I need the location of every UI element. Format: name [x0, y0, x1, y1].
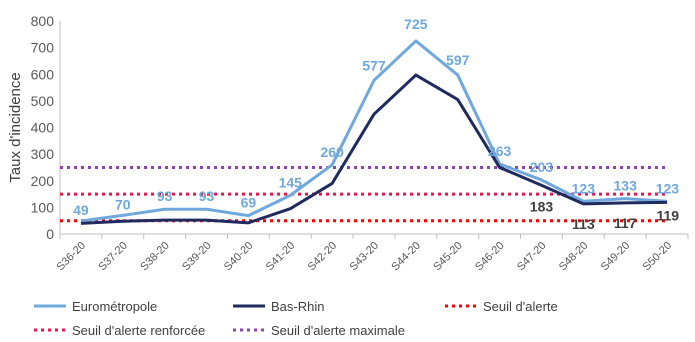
- legend-label: Bas-Rhin: [271, 299, 324, 314]
- y-tick-label: 800: [31, 13, 55, 29]
- eurometropole-data-label: 70: [115, 196, 131, 212]
- x-tick-label: S42-20: [306, 240, 340, 274]
- eurometropole-data-label: 133: [614, 178, 638, 194]
- x-tick-label: S46-20: [473, 240, 507, 274]
- y-tick-labels: 0 100 200 300 400 500 600 700 800: [31, 13, 55, 242]
- x-tick-label: S43-20: [348, 240, 382, 274]
- legend-label: Seuil d'alerte: [483, 299, 558, 314]
- bas-rhin-data-label: 117: [614, 215, 637, 231]
- x-tick-label: S45-20: [431, 240, 465, 274]
- eurometropole-data-label: 597: [446, 52, 470, 68]
- x-tick-label: S36-20: [54, 240, 88, 274]
- eurometropole-data-label: 263: [488, 143, 512, 159]
- eurometropole-data-label: 260: [320, 144, 344, 160]
- y-tick-label: 600: [31, 66, 55, 82]
- y-tick-label: 400: [31, 120, 55, 136]
- eurometropole-data-label: 49: [73, 202, 89, 218]
- legend-label: Eurométropole: [72, 299, 157, 314]
- legend: Eurométropole Bas-Rhin Seuil d'alerte Seuil…: [34, 299, 558, 338]
- data-labels: 49 70 93 93 69 145 260 577 725 597 263 203 123 133 123…: [73, 16, 679, 232]
- eurometropole-line: [80, 39, 668, 223]
- eurometropole-data-label: 93: [157, 188, 173, 204]
- x-tick-label: S38-20: [138, 240, 172, 274]
- eurometropole-data-label: 145: [279, 174, 303, 190]
- bas-rhin-line: [80, 73, 668, 225]
- eurometropole-data-label: 203: [530, 159, 554, 175]
- x-tick-label: S40-20: [222, 240, 256, 274]
- x-tick-label: S50-20: [641, 240, 675, 274]
- eurometropole-data-label: 93: [199, 188, 215, 204]
- series-lines: [80, 39, 668, 225]
- eurometropole-data-label: 123: [656, 180, 680, 196]
- bas-rhin-data-label: 183: [530, 198, 554, 214]
- y-tick-label: 300: [31, 146, 55, 162]
- x-tick-label: S49-20: [599, 240, 633, 274]
- legend-label: Seuil d'alerte renforcée: [72, 323, 205, 338]
- legend-label: Seuil d'alerte maximale: [271, 323, 405, 338]
- y-axis-label: Taux d'incidence: [7, 72, 24, 182]
- y-tick-label: 700: [31, 40, 55, 56]
- eurometropole-data-label: 69: [241, 195, 257, 211]
- y-tick-label: 100: [31, 199, 55, 215]
- x-tick-label: S44-20: [389, 240, 423, 274]
- y-tick-label: 500: [31, 93, 55, 109]
- x-tick-label: S47-20: [515, 240, 549, 274]
- bas-rhin-data-label: 119: [656, 207, 679, 223]
- y-tick-label: 200: [31, 173, 55, 189]
- x-tick-label: S37-20: [96, 240, 130, 274]
- x-tick-label: S48-20: [557, 240, 591, 274]
- y-tick-label: 0: [46, 226, 54, 242]
- bas-rhin-data-label: 113: [572, 216, 595, 232]
- eurometropole-data-label: 577: [362, 57, 386, 73]
- eurometropole-data-label: 123: [572, 180, 596, 196]
- eurometropole-data-label: 725: [404, 16, 428, 32]
- x-tick-label: S39-20: [180, 240, 214, 274]
- x-tick-label: S41-20: [264, 240, 298, 274]
